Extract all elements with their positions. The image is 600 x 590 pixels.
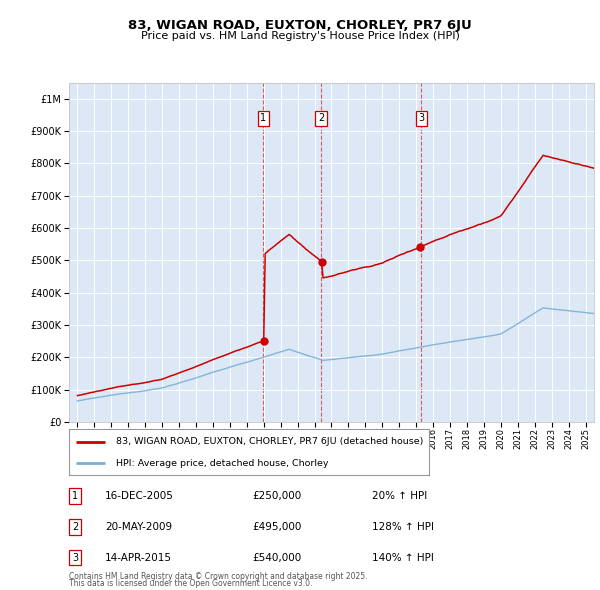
Text: 1: 1 <box>72 491 78 501</box>
Text: 1: 1 <box>260 113 266 123</box>
Text: 83, WIGAN ROAD, EUXTON, CHORLEY, PR7 6JU: 83, WIGAN ROAD, EUXTON, CHORLEY, PR7 6JU <box>128 19 472 32</box>
Text: 83, WIGAN ROAD, EUXTON, CHORLEY, PR7 6JU (detached house): 83, WIGAN ROAD, EUXTON, CHORLEY, PR7 6JU… <box>116 437 423 446</box>
Text: £495,000: £495,000 <box>252 522 301 532</box>
Text: 20-MAY-2009: 20-MAY-2009 <box>105 522 172 532</box>
Text: HPI: Average price, detached house, Chorley: HPI: Average price, detached house, Chor… <box>116 459 328 468</box>
Text: This data is licensed under the Open Government Licence v3.0.: This data is licensed under the Open Gov… <box>69 579 313 588</box>
Text: £540,000: £540,000 <box>252 553 301 562</box>
Text: 3: 3 <box>418 113 424 123</box>
Text: 2: 2 <box>318 113 324 123</box>
Text: Price paid vs. HM Land Registry's House Price Index (HPI): Price paid vs. HM Land Registry's House … <box>140 31 460 41</box>
Text: 16-DEC-2005: 16-DEC-2005 <box>105 491 174 501</box>
Text: 140% ↑ HPI: 140% ↑ HPI <box>372 553 434 562</box>
Text: 128% ↑ HPI: 128% ↑ HPI <box>372 522 434 532</box>
Text: Contains HM Land Registry data © Crown copyright and database right 2025.: Contains HM Land Registry data © Crown c… <box>69 572 367 581</box>
Text: 2: 2 <box>72 522 78 532</box>
Text: 3: 3 <box>72 553 78 562</box>
Text: 20% ↑ HPI: 20% ↑ HPI <box>372 491 427 501</box>
Text: £250,000: £250,000 <box>252 491 301 501</box>
Text: 14-APR-2015: 14-APR-2015 <box>105 553 172 562</box>
